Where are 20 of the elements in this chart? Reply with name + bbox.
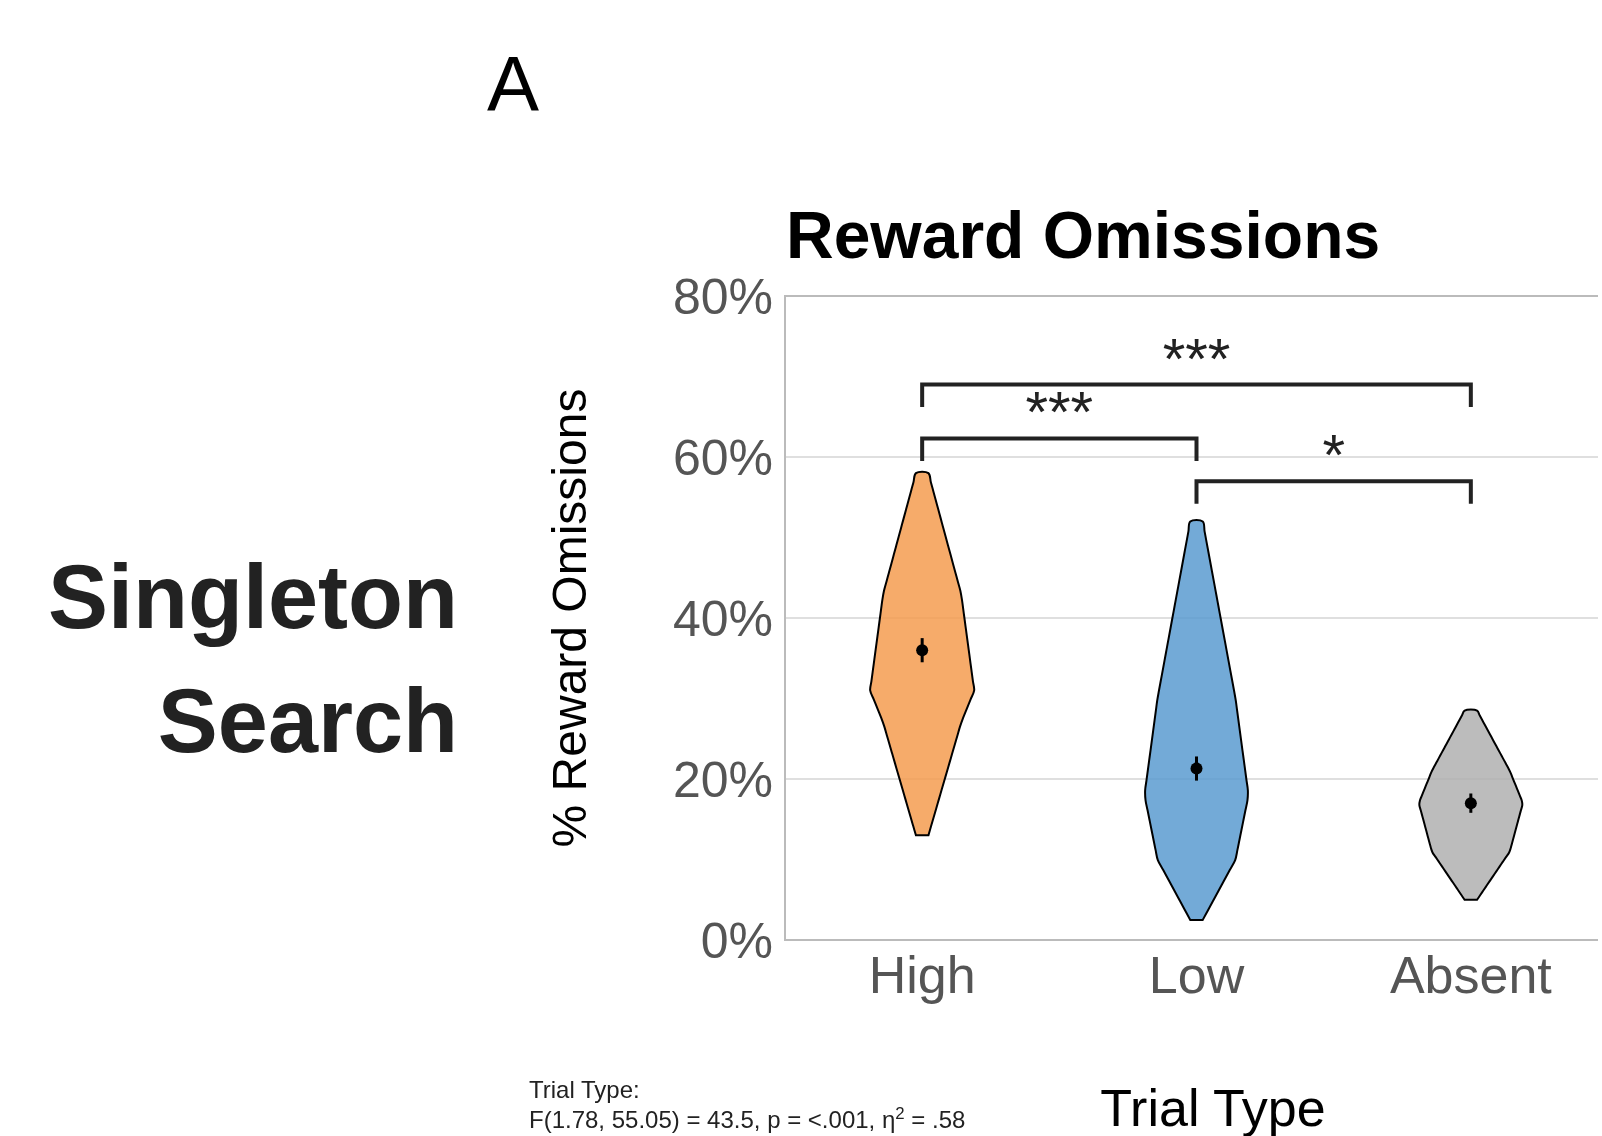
x-tick-label: Low	[1148, 946, 1245, 1004]
y-axis-title: % Reward Omissions	[543, 388, 596, 848]
annotation: ***	[1025, 379, 1094, 445]
point	[916, 644, 929, 657]
x-tick-label: Absent	[1389, 946, 1553, 1004]
y-tick-label: 0%	[700, 912, 773, 969]
text: A	[486, 40, 540, 128]
text: Trial Type:	[529, 1076, 640, 1103]
chart-title: Reward Omissions	[786, 198, 1381, 272]
text: F(1.78, 55.05) = 43.5, p = <.001, η$^{2}$ = .58	[529, 1103, 966, 1133]
y-tick-label: 80%	[672, 268, 773, 325]
y-tick-label: 60%	[672, 429, 773, 486]
y-tick-label: 20%	[672, 751, 773, 808]
annotation: ***	[1162, 325, 1231, 391]
point	[1190, 762, 1203, 775]
x-tick-label: High	[868, 946, 976, 1004]
text: Singleton Search	[48, 547, 458, 771]
point	[1464, 797, 1477, 810]
annotation: *	[1322, 422, 1345, 488]
y-tick-label: 40%	[672, 590, 773, 647]
